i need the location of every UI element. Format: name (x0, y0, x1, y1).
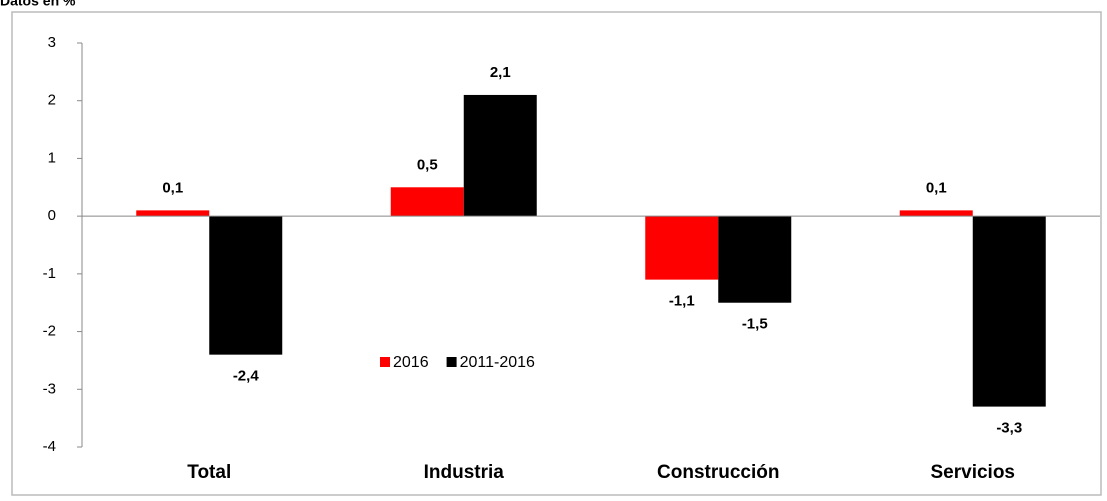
bar (718, 216, 792, 303)
legend-label: 2016 (393, 354, 429, 371)
legend-label: 2011-2016 (460, 354, 535, 371)
value-label: 0,1 (162, 179, 183, 196)
bar (136, 210, 210, 217)
y-tick-label: -4 (43, 438, 56, 455)
value-label: -1,5 (742, 316, 768, 333)
x-tick-label: Construcción (657, 462, 779, 483)
x-tick-label: Industria (424, 462, 505, 483)
bar (899, 210, 973, 217)
value-label: -2,4 (233, 368, 260, 385)
y-tick-label: 0 (48, 207, 56, 224)
chart-frame (11, 11, 1102, 496)
y-tick-label: 3 (48, 34, 56, 51)
x-tick-label: Servicios (931, 462, 1016, 483)
chart-title: Datos en % (0, 0, 76, 9)
y-tick-label: -3 (43, 380, 56, 397)
value-label: -1,1 (669, 293, 695, 310)
bar (390, 187, 464, 217)
x-tick-label: Total (187, 462, 231, 483)
y-tick-label: 1 (48, 149, 56, 166)
bar (972, 216, 1046, 407)
y-tick-label: 2 (48, 92, 56, 109)
bar (209, 216, 283, 355)
y-tick-label: -2 (43, 323, 56, 340)
value-label: 2,1 (490, 64, 511, 81)
value-label: 0,5 (417, 156, 438, 173)
value-label: 0,1 (926, 179, 947, 196)
bar (463, 94, 537, 217)
bar (645, 216, 719, 280)
y-tick-label: -1 (43, 265, 56, 282)
value-label: -3,3 (996, 420, 1022, 437)
legend-swatch (380, 357, 390, 367)
legend-swatch (446, 357, 457, 367)
